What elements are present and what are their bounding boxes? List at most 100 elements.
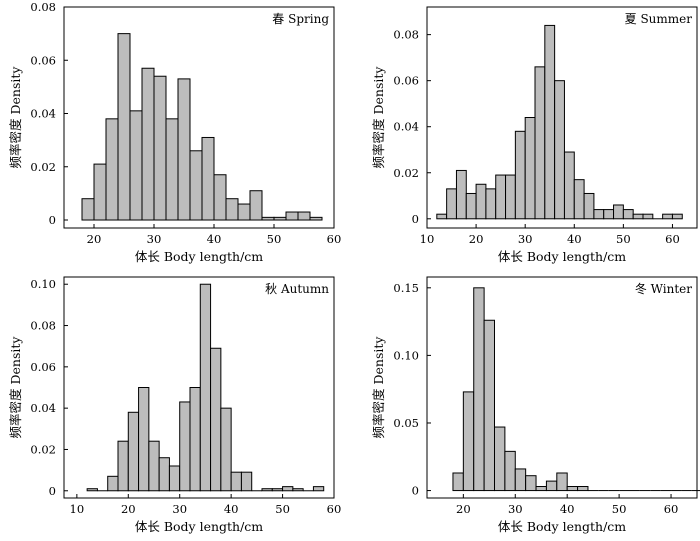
autumn-season-label: 秋 Autumn bbox=[265, 282, 329, 296]
autumn-bar-6 bbox=[148, 440, 160, 492]
autumn-bar-15 bbox=[240, 471, 253, 492]
spring-bar-1 bbox=[93, 163, 107, 221]
histogram-panel-summer: 10 20 30 40 50 60 0 0.02 0.04 0.06 0.08 体长 Body len… bbox=[371, 6, 698, 264]
spring-bar-11 bbox=[213, 174, 227, 221]
summer-bar-18 bbox=[613, 204, 624, 220]
autumn-ytick-label: 0.04 bbox=[30, 401, 56, 415]
winter-y-axis-title: 频率密度 Density bbox=[371, 336, 386, 439]
spring-plot-frame bbox=[63, 6, 335, 229]
spring-xtick-label: 40 bbox=[207, 232, 222, 246]
autumn-bar-20 bbox=[292, 488, 304, 492]
autumn-bar-0 bbox=[86, 488, 98, 492]
winter-xtick-label: 60 bbox=[664, 502, 679, 516]
summer-bar-14 bbox=[573, 179, 585, 220]
autumn-bar-10 bbox=[189, 387, 201, 492]
winter-ytick-label: 0.10 bbox=[393, 348, 419, 362]
summer-xtick-label: 60 bbox=[665, 232, 680, 246]
autumn-bar-9 bbox=[179, 401, 191, 492]
winter-ytick-label: 0.15 bbox=[393, 281, 419, 295]
summer-bar-17 bbox=[603, 209, 615, 220]
winter-bar-6 bbox=[514, 468, 527, 492]
summer-bar-19 bbox=[622, 209, 634, 220]
winter-bar-3 bbox=[483, 319, 496, 492]
histogram-panel-winter: 20 30 40 50 60 0 0.05 0.10 0.15 体长 Body length/cm… bbox=[371, 276, 700, 534]
summer-xtick-label: 50 bbox=[616, 232, 631, 246]
autumn-bar-5 bbox=[138, 387, 150, 492]
spring-bar-3 bbox=[117, 33, 131, 221]
winter-bar-8 bbox=[535, 486, 547, 492]
autumn-bar-3 bbox=[117, 440, 129, 492]
spring-bar-7 bbox=[165, 118, 179, 221]
summer-bar-8 bbox=[514, 130, 526, 220]
summer-plot-frame bbox=[426, 6, 698, 229]
autumn-xtick-label: 60 bbox=[327, 502, 342, 516]
autumn-bar-22 bbox=[312, 486, 325, 492]
spring-bar-2 bbox=[105, 118, 119, 221]
spring-ytick-label: 0.08 bbox=[30, 0, 56, 14]
spring-bar-19 bbox=[309, 216, 323, 221]
autumn-xtick-label: 10 bbox=[70, 502, 85, 516]
spring-xtick-label: 50 bbox=[267, 232, 282, 246]
spring-bar-5 bbox=[141, 67, 155, 221]
winter-ytick-label: 0.05 bbox=[393, 416, 419, 430]
summer-bar-13 bbox=[563, 151, 575, 220]
summer-ytick-label: 0 bbox=[412, 212, 419, 226]
summer-ytick-label: 0.02 bbox=[393, 166, 419, 180]
winter-bar-0 bbox=[452, 472, 464, 492]
spring-ytick-label: 0.06 bbox=[30, 53, 56, 67]
winter-plot-frame bbox=[426, 276, 698, 499]
autumn-bar-7 bbox=[158, 457, 170, 492]
summer-bar-1 bbox=[446, 188, 457, 220]
winter-bar-10 bbox=[556, 472, 568, 492]
autumn-bar-11 bbox=[199, 283, 212, 492]
winter-xtick-label: 40 bbox=[560, 502, 575, 516]
summer-bar-6 bbox=[495, 174, 507, 220]
summer-bar-23 bbox=[662, 213, 673, 220]
spring-bar-14 bbox=[249, 190, 263, 221]
winter-bar-5 bbox=[504, 450, 516, 492]
autumn-plot-frame bbox=[63, 276, 335, 499]
winter-x-axis-title: 体长 Body length/cm bbox=[498, 519, 626, 534]
summer-bar-0 bbox=[436, 213, 448, 220]
summer-ytick-label: 0.08 bbox=[393, 28, 419, 42]
autumn-ytick-label: 0.06 bbox=[30, 360, 56, 374]
spring-x-axis-title: 体长 Body length/cm bbox=[135, 249, 263, 264]
spring-bar-12 bbox=[225, 198, 239, 221]
autumn-xtick-label: 20 bbox=[121, 502, 136, 516]
spring-bar-10 bbox=[201, 136, 215, 221]
summer-xtick-label: 30 bbox=[518, 232, 533, 246]
autumn-ytick-label: 0.02 bbox=[30, 442, 56, 456]
summer-xtick-label: 40 bbox=[567, 232, 582, 246]
spring-ytick-label: 0.02 bbox=[30, 160, 56, 174]
winter-bar-4 bbox=[494, 426, 506, 492]
winter-bar-2 bbox=[473, 287, 485, 492]
spring-bar-8 bbox=[177, 78, 191, 221]
summer-y-axis-title: 频率密度 Density bbox=[371, 66, 386, 169]
summer-season-label: 夏 Summer bbox=[625, 12, 693, 26]
histogram-panel-autumn: 10 20 30 40 50 60 0 0.02 0.04 0.06 0.08 0.10 体长 Body… bbox=[8, 276, 342, 534]
summer-bar-2 bbox=[455, 169, 467, 220]
summer-bar-24 bbox=[671, 213, 683, 220]
summer-bar-12 bbox=[554, 80, 565, 220]
autumn-xtick-label: 30 bbox=[172, 502, 187, 516]
autumn-ytick-label: 0 bbox=[49, 484, 56, 498]
autumn-x-axis-title: 体长 Body length/cm bbox=[135, 519, 263, 534]
spring-bar-17 bbox=[285, 211, 299, 221]
summer-xtick-label: 20 bbox=[469, 232, 484, 246]
winter-bar-11 bbox=[566, 486, 579, 492]
summer-ytick-label: 0.06 bbox=[393, 74, 419, 88]
summer-bar-21 bbox=[642, 213, 654, 220]
summer-bar-7 bbox=[505, 174, 516, 220]
spring-season-label: 春 Spring bbox=[272, 12, 329, 26]
spring-bar-0 bbox=[81, 198, 95, 221]
summer-x-axis-title: 体长 Body length/cm bbox=[498, 249, 626, 264]
autumn-bar-17 bbox=[261, 488, 273, 492]
spring-y-axis-title: 频率密度 Density bbox=[8, 66, 23, 169]
summer-bar-9 bbox=[524, 117, 536, 220]
summer-bar-4 bbox=[475, 183, 487, 220]
autumn-ytick-label: 0.10 bbox=[30, 277, 56, 291]
winter-ytick-label: 0 bbox=[412, 484, 419, 498]
winter-bar-12 bbox=[577, 486, 589, 492]
summer-bar-3 bbox=[465, 192, 477, 220]
